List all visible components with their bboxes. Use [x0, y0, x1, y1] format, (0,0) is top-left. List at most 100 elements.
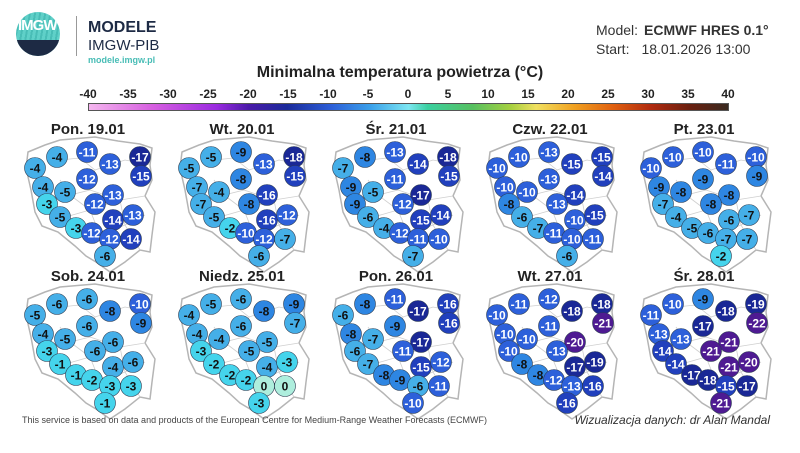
temperature-value: -1: [55, 358, 66, 372]
temperature-value: -12: [432, 356, 450, 370]
temperature-value: -1: [71, 369, 82, 383]
colorbar-ticks: -40 -35 -30 -25 -20 -15 -10 -5 0 5 10 15 20 25 30 35 40: [79, 87, 734, 101]
temperature-value: -4: [262, 361, 273, 375]
temperature-value: -15: [586, 209, 604, 223]
map-date-title: Pon. 19.01: [50, 121, 126, 138]
temperature-marker: [253, 300, 275, 322]
temperature-marker: [715, 153, 737, 175]
temperature-marker: [362, 328, 384, 350]
temperature-value: -4: [214, 186, 225, 200]
temperature-marker: [178, 304, 200, 326]
temperature-value: -11: [431, 380, 448, 394]
temperature-value: -5: [262, 336, 273, 350]
temperature-value: -17: [412, 189, 430, 203]
temperature-value: -5: [687, 222, 698, 236]
temperature-marker: [438, 165, 460, 187]
temperature-value: -8: [360, 151, 371, 165]
temperature-value: -14: [432, 209, 450, 223]
temperature-marker: [700, 340, 722, 362]
temperature-marker: [564, 184, 586, 206]
poland-map: -4 -11 -17-4 -13-15-12-4 -5 -13-3 -12-5 -14 -13-…: [24, 136, 156, 273]
temperature-value: -3: [42, 345, 53, 359]
poland-map: -5 -9 -18-5 -13-15-8-7 -4 -16-7 -8-5 -16 -12-2 -1…: [178, 136, 310, 273]
temperature-marker: [738, 351, 760, 373]
temperature-marker: [76, 168, 98, 190]
temperature-value: -8: [676, 186, 687, 200]
temperature-value: -1: [100, 397, 111, 411]
temperature-value: -6: [100, 250, 111, 264]
temperature-marker: [508, 146, 530, 168]
poland-map: -5 -6 -9-4 -8-7-6-4 -4 -5-3 -5-2 -4 -3-2 -2 0 0-3: [178, 283, 310, 420]
temperature-value: -3: [282, 356, 293, 370]
temperature-value: -12: [540, 293, 558, 307]
temperature-marker: [584, 204, 606, 226]
temperature-value: -14: [409, 158, 427, 172]
temperature-value: -7: [280, 233, 291, 247]
temperature-marker: [384, 288, 406, 310]
temperature-value: -13: [255, 158, 273, 172]
colorbar-tick: 30: [641, 87, 655, 101]
temperature-marker: [692, 168, 714, 190]
temperature-marker: [670, 328, 692, 350]
temperature-marker: [122, 351, 144, 373]
temperature-value: -15: [132, 170, 150, 184]
temperature-marker: [230, 168, 252, 190]
temperature-marker: [357, 206, 379, 228]
temperature-value: -15: [440, 170, 458, 184]
temperature-marker: [718, 331, 740, 353]
temperature-value: -6: [350, 345, 361, 359]
temperature-marker: [670, 181, 692, 203]
temperature-value: -13: [563, 380, 581, 394]
temperature-value: -10: [518, 186, 536, 200]
temperature-value: -4: [108, 361, 119, 375]
temperature-marker: [178, 157, 200, 179]
temperature-value: -10: [500, 345, 518, 359]
temperature-marker: [592, 312, 614, 334]
map-date-title: Śr. 28.01: [673, 268, 735, 285]
temperature-marker: [284, 312, 306, 334]
temperature-value: -6: [236, 320, 247, 334]
temperature-value: -13: [650, 328, 668, 342]
temperature-value: -18: [593, 298, 611, 312]
temperature-marker: [561, 300, 583, 322]
colorbar-tick: 35: [681, 87, 695, 101]
temperature-value: -5: [368, 186, 379, 200]
temperature-value: -17: [409, 305, 427, 319]
temperature-value: -6: [236, 293, 247, 307]
temperature-value: -10: [496, 328, 514, 342]
temperature-marker: [344, 193, 366, 215]
temperature-marker: [410, 331, 432, 353]
temperature-marker: [662, 146, 684, 168]
temperature-marker: [384, 168, 406, 190]
temperature-value: -5: [55, 211, 66, 225]
temperature-marker: [715, 300, 737, 322]
temperature-value: -5: [30, 309, 41, 323]
temperature-marker: [238, 340, 260, 362]
temperature-marker: [652, 193, 674, 215]
temperature-value: -10: [510, 151, 528, 165]
temperature-marker: [384, 141, 406, 163]
temperature-value: -8: [706, 198, 717, 212]
temperature-value: -16: [558, 397, 576, 411]
temperature-value: -2: [225, 222, 236, 236]
temperature-marker: [582, 375, 604, 397]
temperature-marker: [203, 206, 225, 228]
temperature-value: -7: [338, 162, 349, 176]
temperature-value: -9: [390, 320, 401, 334]
temperature-value: -11: [718, 158, 735, 172]
poland-map: -10 -13 -15-10 -15-14-13-10 -10 -14-8 -13-6 -10…: [486, 136, 618, 273]
temperature-value: -8: [533, 369, 544, 383]
temperature-value: -3: [126, 380, 137, 394]
temperature-value: -15: [593, 151, 611, 165]
temperature-value: -7: [744, 209, 755, 223]
temperature-value: -13: [540, 146, 558, 160]
map-date-title: Śr. 21.01: [365, 121, 427, 138]
temperature-value: -6: [413, 380, 424, 394]
temperature-value: -10: [694, 146, 712, 160]
temperature-marker: [538, 168, 560, 190]
brand-url[interactable]: modele.imgw.pl: [88, 55, 156, 65]
temperature-value: -17: [566, 361, 584, 375]
temperature-marker: [511, 206, 533, 228]
temperature-value: -16: [440, 317, 458, 331]
temperature-marker: [516, 181, 538, 203]
